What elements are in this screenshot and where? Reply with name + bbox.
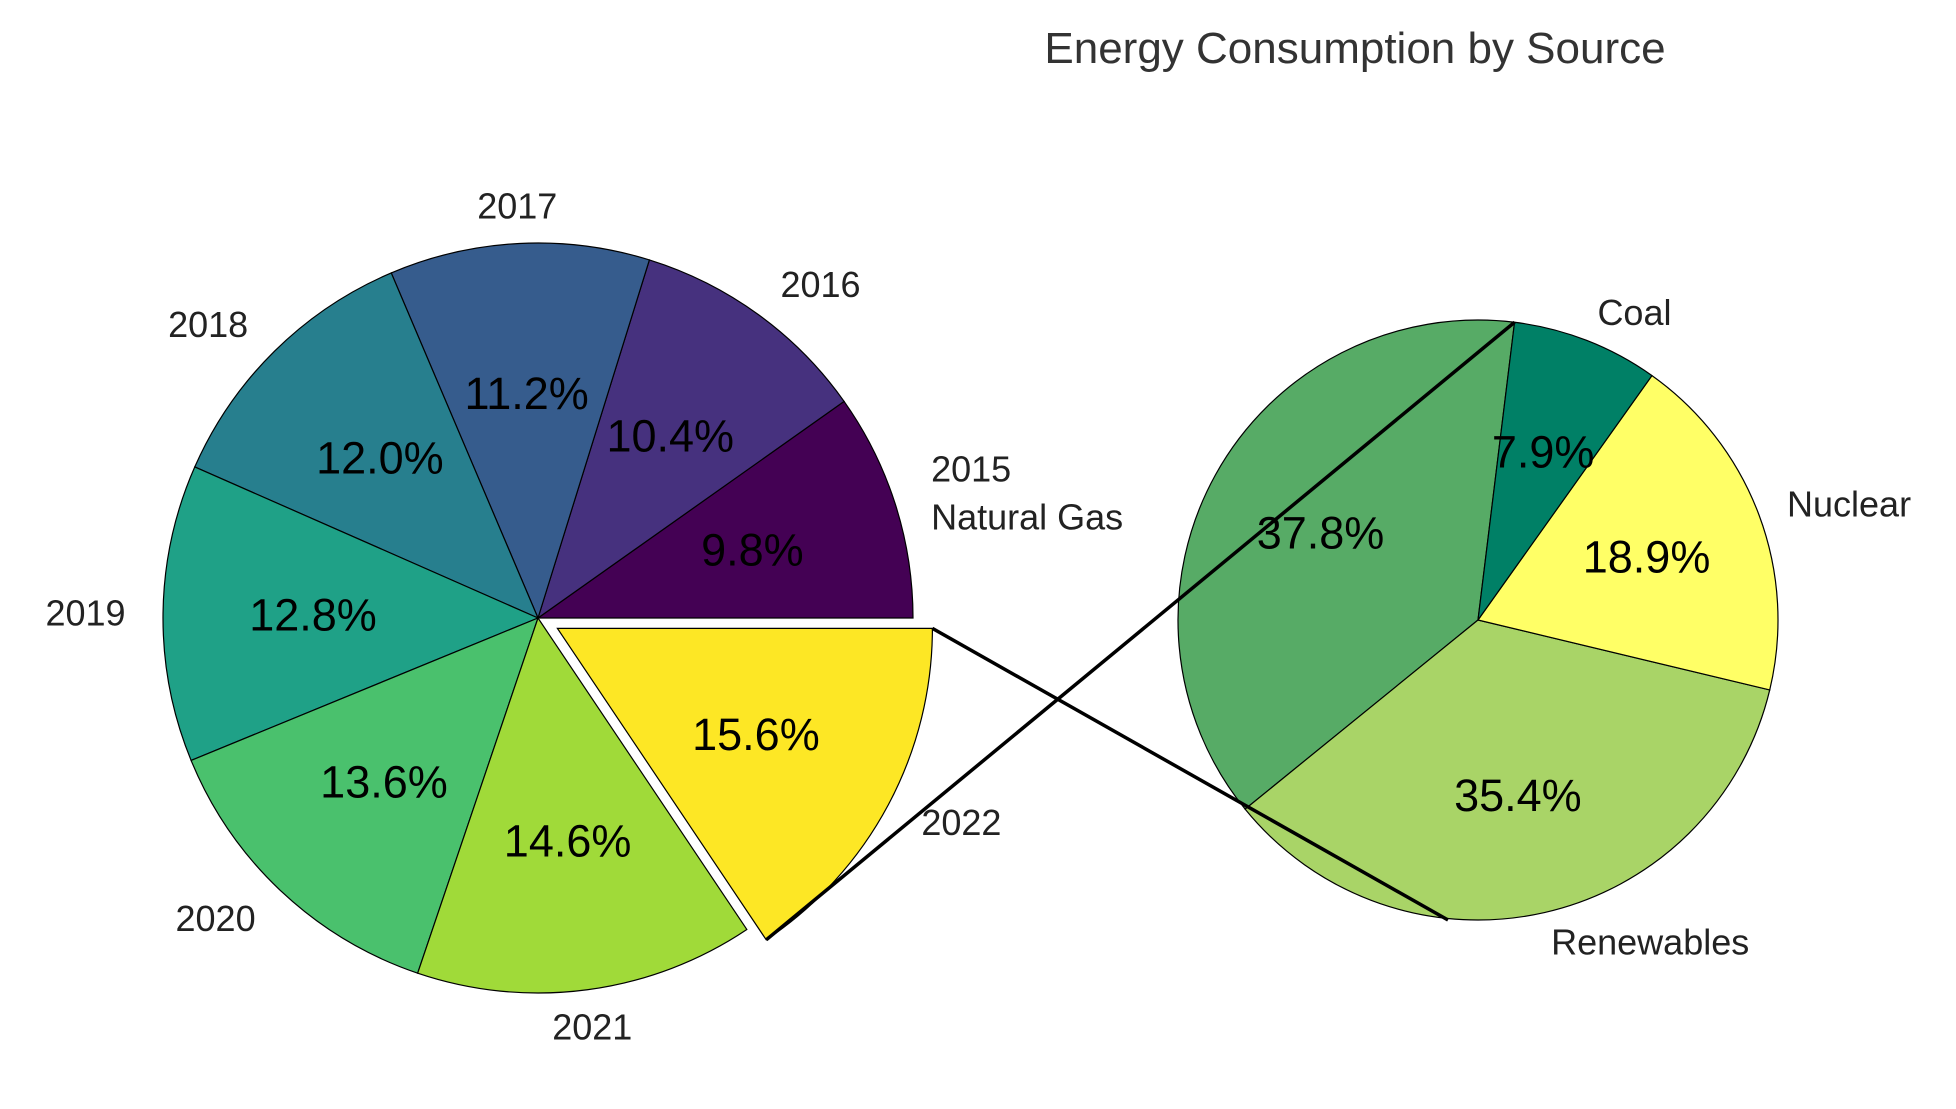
breakdown-slice-renewables [1244, 619, 1771, 921]
category-label-2019: 2019 [45, 592, 125, 633]
breakdown-pct-renewables: 35.4% [1454, 770, 1582, 821]
category-label-2018: 2018 [168, 304, 248, 345]
category-label-2022: 2022 [921, 802, 1001, 843]
pct-label-2019: 12.8% [249, 590, 377, 641]
breakdown-pct-coal: 7.9% [1492, 427, 1595, 478]
breakdown-slice-nuclear [1476, 374, 1779, 691]
connector-line-bottom [931, 626, 1449, 922]
pct-label-2017: 11.2% [465, 368, 589, 419]
pie-slice-2018 [193, 272, 540, 620]
breakdown-label-coal: Coal [1597, 292, 1671, 333]
breakdown-slice-natural-gas [1177, 319, 1516, 810]
pie-slice-2015 [536, 400, 914, 619]
connector-line-top [765, 320, 1516, 942]
pct-label-2022: 15.6% [692, 709, 820, 760]
chart-title: Energy Consumption by Source [1044, 24, 1665, 73]
pie-slice-2016 [536, 259, 845, 620]
category-label-2016: 2016 [780, 264, 860, 305]
pie-slice-2022 [556, 627, 934, 941]
connector-lines [765, 320, 1516, 942]
pct-label-2020: 13.6% [320, 757, 448, 808]
pct-label-2016: 10.4% [606, 410, 734, 461]
breakdown-slice-coal [1477, 321, 1653, 621]
breakdown-pie: 37.8% Natural Gas 35.4% Renewables 18.9% Nucl… [931, 292, 1911, 962]
pct-label-2015: 9.8% [701, 524, 804, 575]
main-pie: 9.8% 2015 10.4% 2016 11.2% 2017 12.0% 2018 12.8%… [45, 186, 1011, 1048]
category-label-2017: 2017 [477, 186, 557, 227]
pie-slice-2017 [390, 242, 651, 620]
breakdown-label-nuclear: Nuclear [1787, 484, 1911, 525]
pct-label-2021: 14.6% [504, 816, 632, 867]
pie-slice-2021 [416, 616, 748, 994]
category-label-2015: 2015 [931, 448, 1011, 489]
breakdown-pct-natural-gas: 37.8% [1257, 507, 1385, 558]
pie-slice-2019 [162, 466, 540, 762]
category-label-2020: 2020 [176, 898, 256, 939]
breakdown-label-renewables: Renewables [1551, 921, 1749, 962]
breakdown-pct-nuclear: 18.9% [1583, 531, 1711, 582]
pct-label-2018: 12.0% [316, 432, 444, 483]
pie-slice-2020 [190, 616, 539, 974]
category-label-2021: 2021 [552, 1006, 632, 1047]
breakdown-label-natural-gas: Natural Gas [931, 496, 1123, 537]
